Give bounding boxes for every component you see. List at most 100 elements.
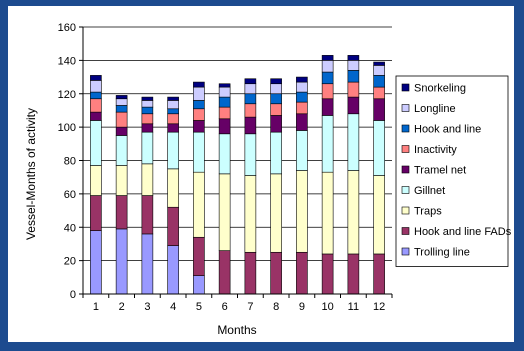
x-tick-label: 9: [299, 301, 305, 313]
bar-segment: [193, 171, 205, 238]
bar-segment: [115, 135, 128, 166]
bar-segment: [347, 60, 360, 71]
x-tick-label: 10: [322, 301, 334, 313]
bar-segment: [115, 105, 128, 113]
legend-label: Traps: [414, 206, 442, 218]
bar-segment: [218, 133, 231, 175]
bar-segment: [321, 83, 334, 100]
bar-segment: [296, 81, 308, 93]
bar-segment: [90, 120, 102, 166]
bar-segment: [167, 96, 179, 101]
bar-segment: [218, 86, 231, 98]
bar-segment: [141, 106, 154, 115]
legend-label: Trolling line: [414, 247, 470, 259]
bar-segment: [373, 75, 385, 88]
bar-segment: [193, 275, 205, 295]
bar-segment: [167, 168, 179, 208]
bar-segment: [296, 130, 308, 171]
bar-segment: [321, 253, 334, 295]
bar-segment: [115, 111, 128, 128]
bar-segment: [270, 103, 282, 116]
bar-segment: [373, 120, 385, 176]
bar-segment: [193, 81, 205, 88]
bar-segment: [141, 96, 154, 101]
x-tick-label: 5: [196, 301, 202, 313]
bar-segment: [347, 70, 360, 83]
bar-segment: [218, 96, 231, 108]
bar-segment: [90, 80, 102, 93]
legend: Snorkeling Longline Hook and line Inactivit…: [395, 75, 512, 267]
bars: [90, 55, 385, 295]
bar-segment: [218, 83, 231, 88]
bar-segment: [141, 233, 154, 295]
x-tick-label: 8: [273, 301, 279, 313]
bar-segment: [347, 55, 360, 61]
bar-segment: [244, 78, 257, 85]
bar-segment: [141, 113, 154, 125]
y-tick-label: 140: [58, 55, 76, 67]
bar-segment: [296, 91, 308, 103]
legend-label: Gillnet: [414, 185, 445, 197]
legend-swatch: [401, 104, 410, 112]
bar-segment: [373, 86, 385, 100]
bar-segment: [373, 253, 385, 295]
y-tick-label: 60: [64, 189, 76, 201]
bar-segment: [296, 101, 308, 115]
bar-segment: [90, 195, 102, 231]
bar-segment: [270, 93, 282, 105]
bar-segment: [193, 100, 205, 110]
bar-segment: [193, 86, 205, 101]
bar-segment: [193, 131, 205, 173]
y-tick-label: 120: [58, 89, 76, 101]
bar-segment: [90, 98, 102, 113]
bar-segment: [141, 195, 154, 235]
gridlines: [83, 26, 392, 262]
legend-swatch: [401, 247, 410, 256]
legend-label: Hook and line: [414, 124, 481, 136]
legend-swatch: [401, 145, 410, 153]
y-tick-label: 40: [64, 222, 76, 234]
bar-segment: [270, 131, 282, 175]
x-tick-label: 2: [119, 301, 125, 313]
bar-segment: [90, 91, 102, 100]
x-tick-label: 4: [170, 301, 176, 313]
bar-segment: [218, 173, 231, 251]
legend-swatch: [401, 83, 410, 92]
y-tick-label: 0: [70, 289, 76, 301]
bar-segment: [167, 131, 179, 170]
legend-label: Snorkeling: [414, 83, 466, 95]
bar-segment: [141, 131, 154, 165]
bar-segment: [244, 83, 257, 95]
chart-frame: 0 20 40 60 80 100 120 140 160 1 2 3 4 5 6 7 8 9 10 11 12 Mon…: [8, 6, 514, 342]
bar-segment: [321, 71, 334, 85]
bar-segment: [270, 173, 282, 253]
x-axis-title: Months: [217, 323, 256, 337]
bar-segment: [347, 81, 360, 98]
bar-segment: [167, 108, 179, 115]
bar-segment: [90, 230, 102, 295]
bar-segment: [270, 78, 282, 85]
bar-segment: [347, 170, 360, 255]
bar-segment: [244, 116, 257, 135]
y-axis-title: Vessel-Months of activity: [24, 108, 38, 240]
x-tick-label: 12: [373, 301, 385, 313]
bar-segment: [321, 171, 334, 255]
x-tick-label: 3: [144, 301, 150, 313]
bar-segment: [193, 120, 205, 133]
bar-segment: [193, 108, 205, 121]
bar-segment: [347, 253, 360, 295]
bar-segment: [270, 83, 282, 95]
bar-segment: [141, 123, 154, 133]
bar-segment: [321, 60, 334, 73]
bar-segment: [167, 123, 179, 133]
bar-segment: [244, 251, 257, 295]
legend-swatch: [401, 206, 410, 215]
legend-box: [395, 75, 509, 267]
x-tick-label: 6: [222, 301, 228, 313]
bar-segment: [115, 228, 128, 295]
y-tick-label: 80: [64, 156, 76, 168]
bar-segment: [90, 75, 102, 81]
bar-segment: [244, 103, 257, 118]
